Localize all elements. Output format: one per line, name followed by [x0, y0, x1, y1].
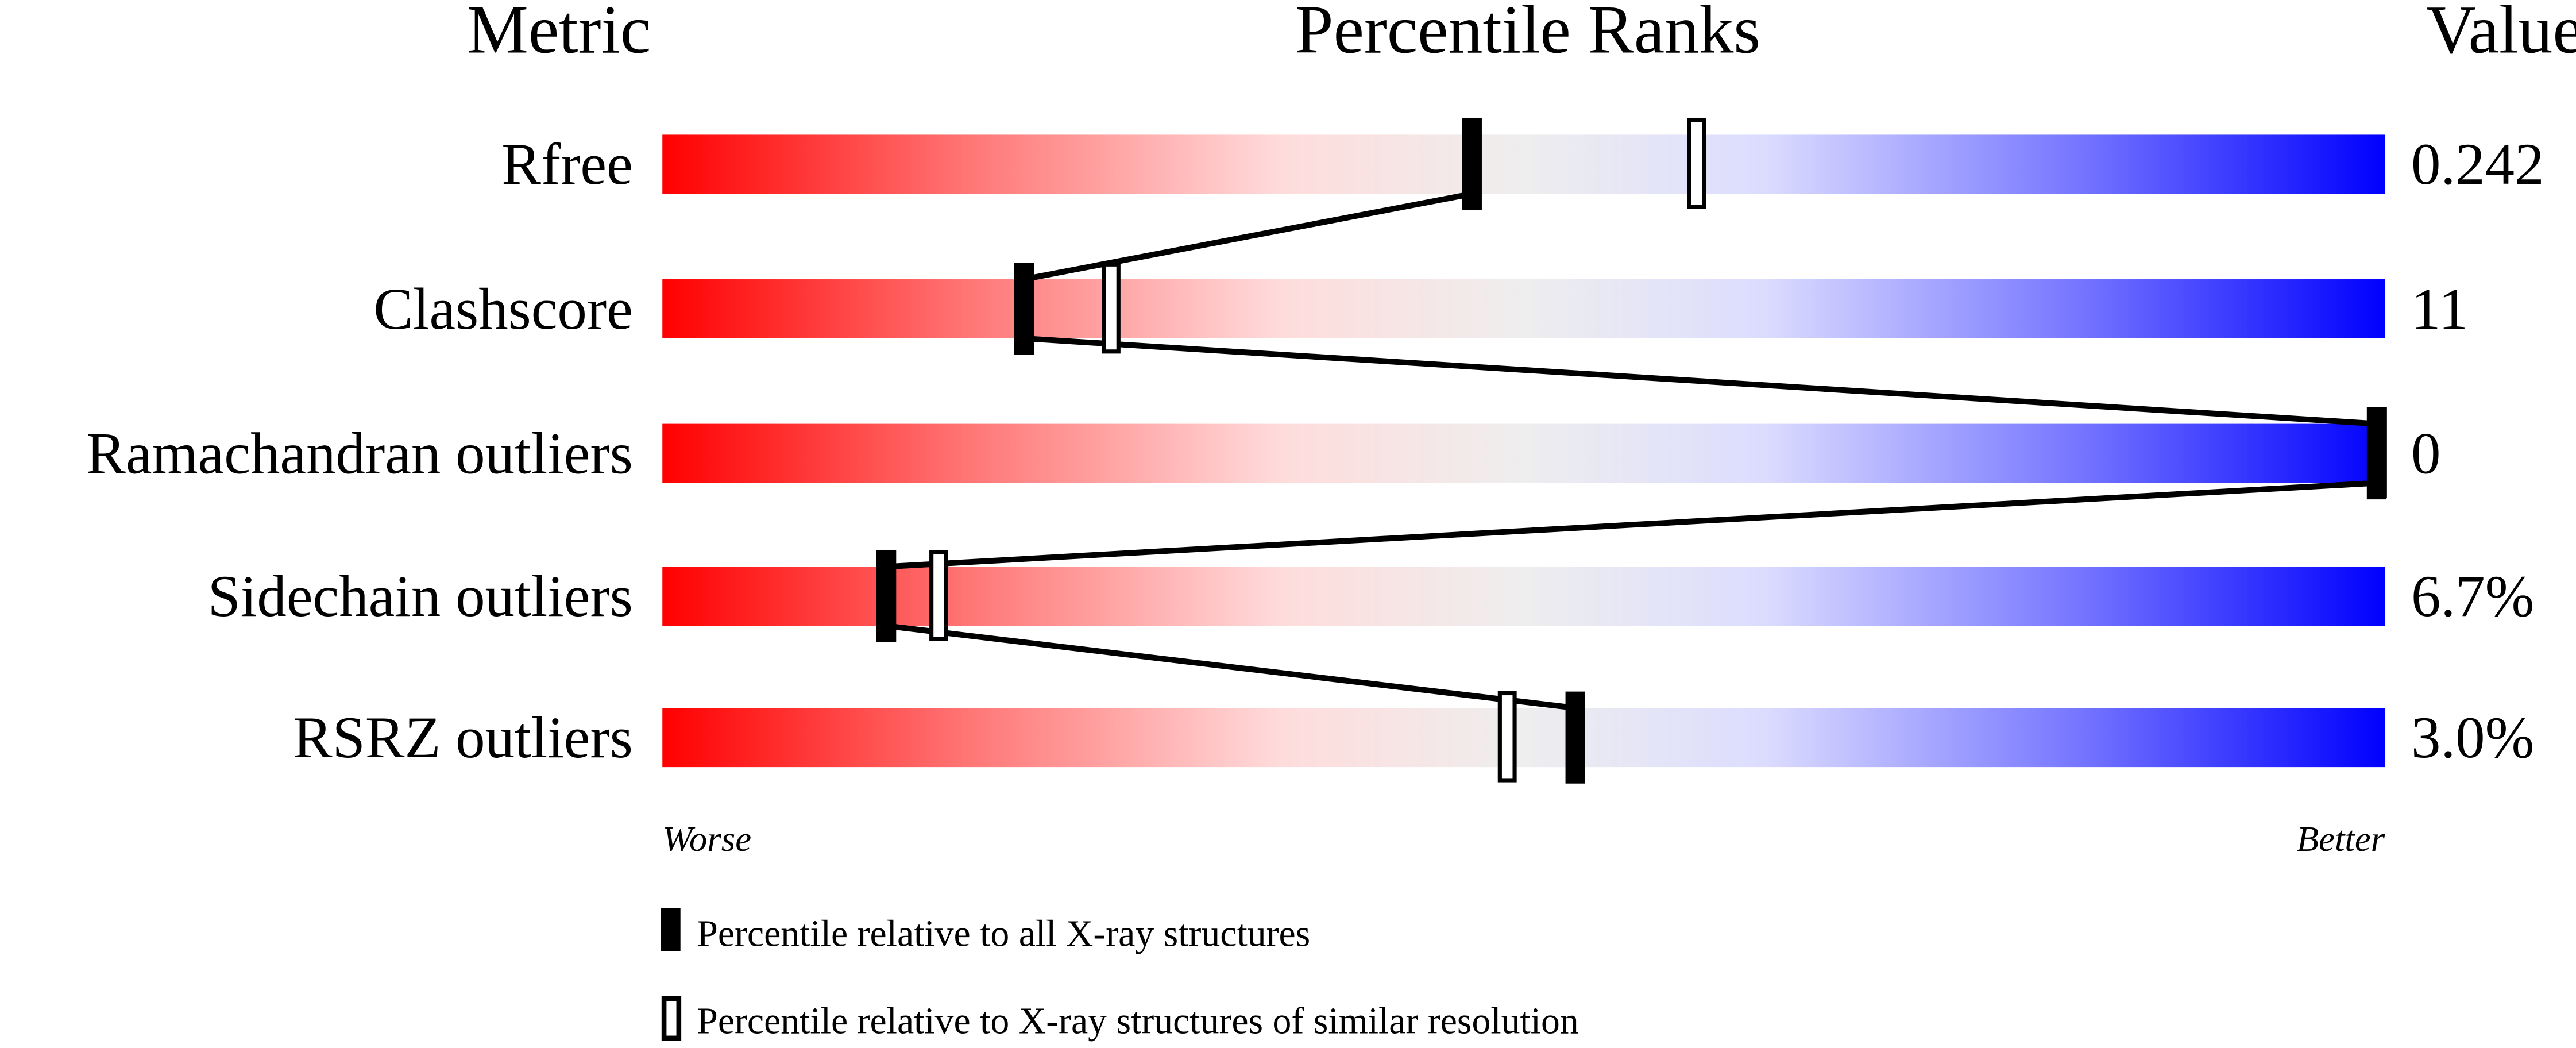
metric-label: Clashscore [373, 276, 633, 342]
marker-similar-resolution [1687, 118, 1706, 209]
header-percentile-ranks: Percentile Ranks [1295, 0, 1760, 67]
marker-similar-resolution [929, 550, 948, 641]
header-metric: Metric [467, 0, 651, 67]
connector-line [1024, 191, 1473, 282]
metric-value: 3.0% [2411, 705, 2534, 770]
marker-similar-resolution [1497, 691, 1517, 783]
percentile-bar [662, 134, 2385, 194]
legend-filled-marker [661, 908, 681, 951]
metric-value: 6.7% [2411, 564, 2534, 629]
marker-all-structures [1014, 263, 1034, 355]
header-value: Value [2426, 0, 2576, 67]
percentile-bar [662, 567, 2385, 626]
percentile-bar [662, 423, 2385, 483]
marker-all-structures [876, 550, 897, 642]
metric-value: 0 [2411, 421, 2440, 486]
axis-label-better: Better [2297, 819, 2385, 859]
metric-label: RSRZ outliers [293, 705, 633, 770]
marker-all-structures [2366, 407, 2387, 500]
percentile-bar [662, 279, 2385, 338]
legend-open-marker [661, 996, 682, 1041]
legend-open-label: Percentile relative to X-ray structures … [697, 1000, 1578, 1042]
metric-label: Rfree [501, 132, 633, 197]
connector-line [1024, 335, 2377, 427]
metric-value: 0.242 [2411, 132, 2544, 197]
axis-label-worse: Worse [662, 819, 751, 859]
metric-label: Ramachandran outliers [86, 421, 633, 486]
connector-line [886, 623, 1576, 711]
legend-filled-label: Percentile relative to all X-ray structu… [697, 913, 1310, 955]
metric-value: 11 [2411, 276, 2468, 342]
marker-all-structures [1462, 118, 1482, 210]
marker-all-structures [1565, 691, 1585, 784]
metric-label: Sidechain outliers [208, 564, 633, 629]
marker-similar-resolution [1101, 262, 1121, 354]
connector-line [886, 480, 2377, 570]
percentile-bar [662, 708, 2385, 768]
